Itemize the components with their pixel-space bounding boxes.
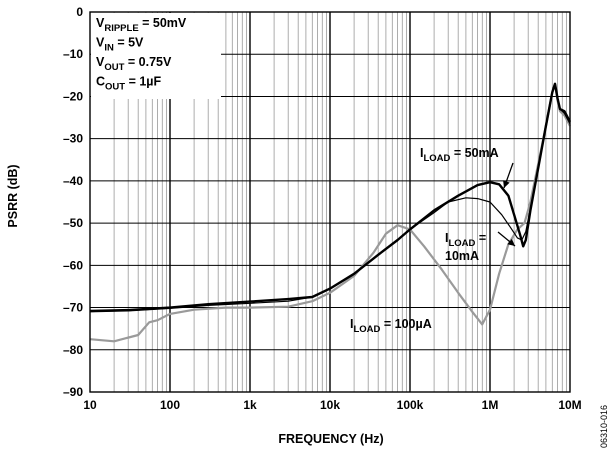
annotation-label-subscript: LOAD: [423, 153, 450, 164]
condition-line-rest: = 50mV: [139, 16, 187, 30]
condition-line: VIN = 5V: [96, 36, 144, 54]
y-tick-label: –90: [63, 385, 83, 399]
condition-line-subscript: OUT: [104, 62, 124, 73]
annotation-label-main: I: [420, 146, 423, 160]
annotation-label: 10mA: [445, 249, 479, 263]
condition-line-rest: = 5V: [114, 36, 144, 50]
condition-line-main: V: [96, 36, 105, 50]
y-tick-label: –30: [63, 132, 83, 146]
annotation-label-main: I: [350, 317, 353, 331]
x-axis-label: FREQUENCY (Hz): [278, 432, 383, 446]
condition-line-main: V: [96, 55, 105, 69]
condition-line-main: V: [96, 16, 105, 30]
y-tick-label: –50: [63, 216, 83, 230]
condition-line: VOUT = 0.75V: [96, 55, 172, 73]
condition-line-rest: = 0.75V: [124, 55, 172, 69]
plot-frame: [89, 11, 571, 393]
x-tick-label: 100k: [397, 398, 424, 412]
annotation-label: ILOAD = 50mA: [420, 146, 499, 164]
annotation-label-main: I: [445, 231, 448, 245]
y-tick-label: –70: [63, 301, 83, 315]
y-axis-label: PSRR (dB): [6, 164, 20, 227]
x-tick-label: 100: [160, 398, 180, 412]
annotation-label-subscript: LOAD: [353, 324, 380, 335]
condition-line-subscript: IN: [104, 43, 114, 54]
y-tick-label: –20: [63, 89, 83, 103]
annotation-label-rest: 10mA: [445, 249, 479, 263]
annotation-label-subscript: LOAD: [448, 238, 475, 249]
x-tick-label: 10k: [320, 398, 340, 412]
y-tick-label: –10: [63, 47, 83, 61]
x-tick-label: 10M: [558, 398, 581, 412]
x-tick-labels: 10 100 1k 10k 100k 1M 10M: [83, 398, 581, 412]
condition-line: VRIPPLE = 50mV: [96, 16, 187, 34]
series-line-0: [89, 82, 572, 313]
x-tick-label: 10: [83, 398, 97, 412]
conditions-background: [91, 13, 221, 99]
condition-line-subscript: OUT: [105, 82, 125, 93]
annotation-label-rest: = 100µA: [380, 317, 431, 331]
condition-line-rest: = 1µF: [125, 75, 161, 89]
y-tick-label: –60: [63, 258, 83, 272]
figure-id: 06310-016: [599, 405, 609, 448]
series-layer: [89, 82, 572, 343]
annotation-label-rest: = 50mA: [450, 146, 498, 160]
condition-line: COUT = 1µF: [96, 75, 161, 93]
annotation-label: ILOAD =: [445, 231, 486, 249]
annotation-arrow-head: [503, 180, 510, 188]
y-tick-labels: 0 –10 –20 –30 –40 –50 –60 –70 –80 –90: [63, 5, 83, 399]
annotation-arrow-head: [507, 238, 515, 246]
y-tick-label: –80: [63, 343, 83, 357]
condition-line-main: C: [96, 75, 105, 89]
y-tick-label: 0: [76, 5, 83, 19]
y-tick-label: –40: [63, 174, 83, 188]
condition-line-subscript: RIPPLE: [104, 23, 138, 34]
annotation-label-rest: =: [475, 231, 486, 245]
x-tick-label: 1M: [482, 398, 499, 412]
annotation-label: ILOAD = 100µA: [350, 317, 432, 335]
x-tick-label: 1k: [243, 398, 257, 412]
